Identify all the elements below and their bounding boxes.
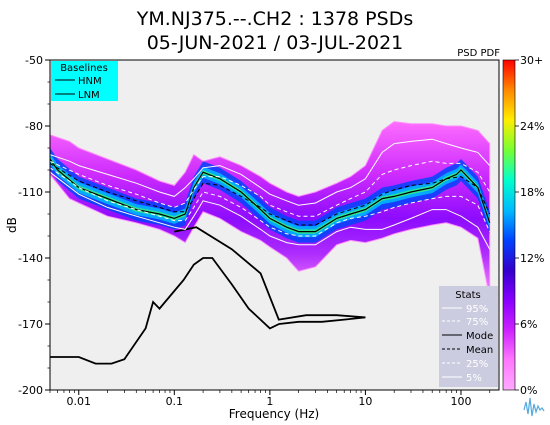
stats-legend-title: Stats bbox=[455, 290, 481, 301]
stats-legend: Stats 95% 75% Mode Mean 25% 5% bbox=[439, 286, 498, 387]
chart-title-line1: YM.NJ375.--.CH2 : 1378 PSDs bbox=[136, 8, 413, 30]
mode-legend-label: Mode bbox=[466, 331, 493, 342]
y-tick-label: -80 bbox=[25, 120, 43, 133]
y-tick-label: -110 bbox=[18, 186, 43, 199]
p95-legend-label: 95% bbox=[466, 304, 488, 315]
series-25pct bbox=[50, 167, 491, 237]
x-tick-label: 100 bbox=[450, 395, 471, 408]
axis-ticks: 0.01 0.1 1 10 100 -50 -80 -110 -140 -170 -200 bbox=[18, 54, 491, 408]
colorbar-tick-label: 6% bbox=[520, 318, 537, 331]
x-tick-label: 0.1 bbox=[166, 395, 184, 408]
p75-legend-label: 75% bbox=[466, 317, 488, 328]
series-layer bbox=[50, 138, 491, 365]
series-75pct bbox=[50, 160, 491, 217]
colorbar bbox=[502, 59, 516, 391]
colorbar-tick-label: 12% bbox=[520, 252, 544, 265]
colorbar-tick-label: 18% bbox=[520, 186, 544, 199]
series-hnm bbox=[174, 226, 366, 321]
plot-frame bbox=[49, 59, 500, 391]
waveform-logo bbox=[523, 397, 545, 417]
y-tick-label: -50 bbox=[25, 54, 43, 67]
colorbar-tick-label: 0% bbox=[520, 384, 537, 397]
series-lnm bbox=[50, 257, 366, 365]
p5-legend-label: 5% bbox=[466, 373, 482, 384]
baselines-legend: Baselines HNM LNM bbox=[51, 61, 118, 101]
x-axis-label: Frequency (Hz) bbox=[229, 407, 320, 421]
x-tick-label: 10 bbox=[358, 395, 372, 408]
hnm-legend-label: HNM bbox=[78, 76, 102, 87]
series-5pct bbox=[50, 171, 491, 250]
x-tick-label: 1 bbox=[266, 395, 273, 408]
baselines-legend-title: Baselines bbox=[60, 63, 108, 74]
y-tick-label: -170 bbox=[18, 318, 43, 331]
colorbar-ticks: 30+ 24% 18% 12% 6% 0% bbox=[515, 54, 544, 397]
mean-legend-label: Mean bbox=[466, 345, 493, 356]
p25-legend-label: 25% bbox=[466, 359, 488, 370]
series-95pct bbox=[50, 138, 491, 206]
colorbar-tick-label: 24% bbox=[520, 120, 544, 133]
y-tick-label: -140 bbox=[18, 252, 43, 265]
stats-legend-bg bbox=[439, 286, 498, 387]
lnm-legend-label: LNM bbox=[78, 90, 100, 101]
colorbar-tick-label: 30+ bbox=[520, 54, 543, 67]
y-tick-label: -200 bbox=[18, 384, 43, 397]
psd-pdf-label: PSD PDF bbox=[457, 48, 500, 59]
y-axis-label: dB bbox=[5, 217, 19, 233]
x-tick-label: 0.01 bbox=[67, 395, 92, 408]
chart-title-line2: 05-JUN-2021 / 03-JUL-2021 bbox=[147, 32, 404, 54]
series-mode bbox=[50, 158, 491, 233]
